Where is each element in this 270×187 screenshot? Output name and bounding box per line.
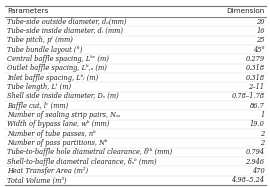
Text: Heat Transfer Area (m²): Heat Transfer Area (m²) <box>7 167 88 175</box>
Text: Outlet baffle spacing, Lᵇ,ₒ (m): Outlet baffle spacing, Lᵇ,ₒ (m) <box>7 64 107 72</box>
Text: 4.98–5.24: 4.98–5.24 <box>231 177 265 184</box>
Text: 470: 470 <box>252 167 265 175</box>
Text: Baffle cut, lᶜ (mm): Baffle cut, lᶜ (mm) <box>7 102 68 110</box>
Text: Tube pitch, pᵗ (mm): Tube pitch, pᵗ (mm) <box>7 36 73 44</box>
Text: Inlet baffle spacing, Lᵇᵢ (m): Inlet baffle spacing, Lᵇᵢ (m) <box>7 74 98 82</box>
Text: 0.318: 0.318 <box>245 74 265 82</box>
Text: 25: 25 <box>256 36 265 44</box>
Text: Tube bundle layout (°): Tube bundle layout (°) <box>7 46 82 53</box>
Text: 16: 16 <box>256 27 265 35</box>
Text: Total Volume (m³): Total Volume (m³) <box>7 177 66 184</box>
Text: 45°: 45° <box>253 46 265 53</box>
Text: Parameters: Parameters <box>7 8 48 14</box>
Text: Tube-side inside diameter, dᵢ (mm): Tube-side inside diameter, dᵢ (mm) <box>7 27 123 35</box>
Text: Central baffle spacing, Lᵇᶜ (m): Central baffle spacing, Lᵇᶜ (m) <box>7 55 109 63</box>
Text: 0.318: 0.318 <box>245 64 265 72</box>
Text: 20: 20 <box>256 18 265 25</box>
Text: 1: 1 <box>260 111 265 119</box>
Text: 2: 2 <box>260 139 265 147</box>
Text: Tube-side outside diameter, dₒ(mm): Tube-side outside diameter, dₒ(mm) <box>7 18 126 25</box>
Text: 0.78–1.78: 0.78–1.78 <box>231 92 265 100</box>
Text: 86.7: 86.7 <box>250 102 265 110</box>
Text: Number of pass partitions, Nᵇ: Number of pass partitions, Nᵇ <box>7 139 107 147</box>
Text: Tube length, Lᵗ (m): Tube length, Lᵗ (m) <box>7 83 71 91</box>
Text: Number of sealing strip pairs, Nₛₛ: Number of sealing strip pairs, Nₛₛ <box>7 111 120 119</box>
Text: Shell-to-baffle diametral clearance, δₛᵇ (mm): Shell-to-baffle diametral clearance, δₛᵇ… <box>7 158 156 166</box>
Text: 0.794: 0.794 <box>245 148 265 156</box>
Text: 2–11: 2–11 <box>248 83 265 91</box>
Text: 2: 2 <box>260 130 265 138</box>
Text: Tube-to-baffle hole diametral clearance, δᵗᵇ (mm): Tube-to-baffle hole diametral clearance,… <box>7 148 172 156</box>
Text: 2.946: 2.946 <box>245 158 265 166</box>
Text: Width of bypass lane, wᵇ (mm): Width of bypass lane, wᵇ (mm) <box>7 120 109 128</box>
Text: Dimension: Dimension <box>226 8 265 14</box>
Text: 19.0: 19.0 <box>250 120 265 128</box>
Text: Number of tube passes, nᵇ: Number of tube passes, nᵇ <box>7 130 96 138</box>
Text: 0.279: 0.279 <box>245 55 265 63</box>
Text: Shell side inside diameter, Dₛ (m): Shell side inside diameter, Dₛ (m) <box>7 92 119 100</box>
